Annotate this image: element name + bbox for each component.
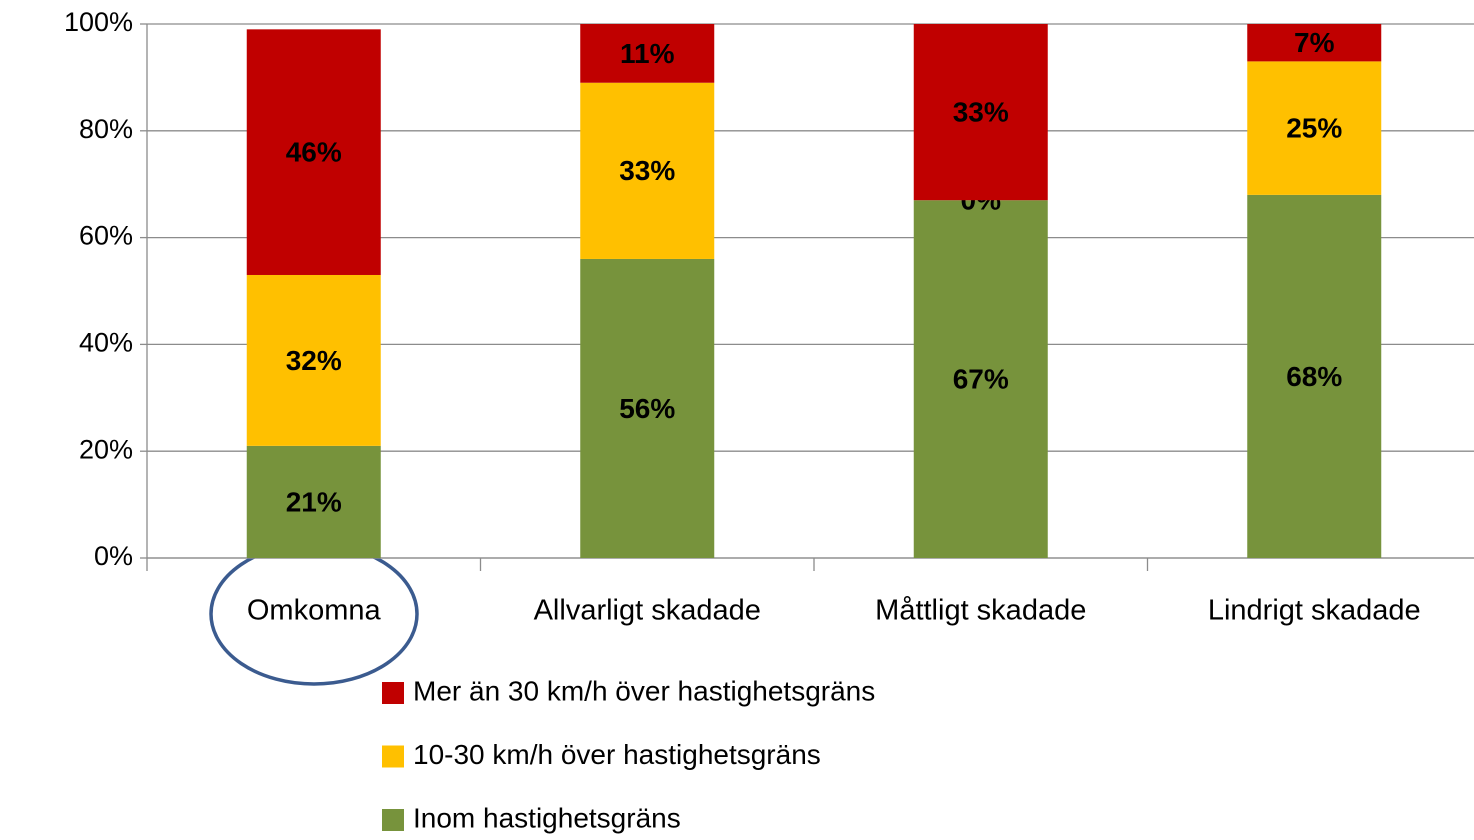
legend-swatch <box>382 809 404 831</box>
data-label: 46% <box>286 137 342 168</box>
y-tick-label: 60% <box>79 221 133 251</box>
bar-segment <box>580 82 715 259</box>
data-label: 56% <box>619 393 675 424</box>
data-label: 7% <box>1294 27 1335 58</box>
bar-segment <box>580 24 715 83</box>
legend-label: 10-30 km/h över hastighetsgräns <box>413 739 821 770</box>
y-tick-label: 40% <box>79 328 133 358</box>
data-label: 68% <box>1286 361 1342 392</box>
data-label: 21% <box>286 486 342 517</box>
x-tick-label: Måttligt skadade <box>875 595 1086 627</box>
data-label: 32% <box>286 345 342 376</box>
legend-swatch <box>382 682 404 704</box>
data-label: 33% <box>953 97 1009 128</box>
bar-segment <box>913 200 1048 558</box>
data-label: 67% <box>953 364 1009 395</box>
data-label: 25% <box>1286 113 1342 144</box>
x-tick-label: Omkomna <box>247 595 382 627</box>
bar-segment <box>246 445 381 558</box>
legend-label: Mer än 30 km/h över hastighetsgräns <box>413 675 875 706</box>
data-label: 33% <box>619 155 675 186</box>
x-tick-label: Lindrigt skadade <box>1208 595 1421 627</box>
bar-segment <box>580 258 715 558</box>
y-tick-label: 0% <box>94 541 133 571</box>
y-tick-label: 80% <box>79 114 133 144</box>
x-tick-label: Allvarligt skadade <box>534 595 761 627</box>
legend-label: Inom hastighetsgräns <box>413 802 681 833</box>
legend-swatch <box>382 745 404 768</box>
bar-segment <box>913 24 1048 201</box>
data-label: 11% <box>620 38 675 69</box>
bar-segment <box>246 274 381 446</box>
bar-segment <box>246 29 381 275</box>
bar-segment <box>1247 194 1382 558</box>
bar-segment <box>1247 24 1382 62</box>
y-tick-label: 20% <box>79 434 133 464</box>
y-tick-label: 100% <box>64 7 133 37</box>
bar-segment <box>1247 61 1382 195</box>
